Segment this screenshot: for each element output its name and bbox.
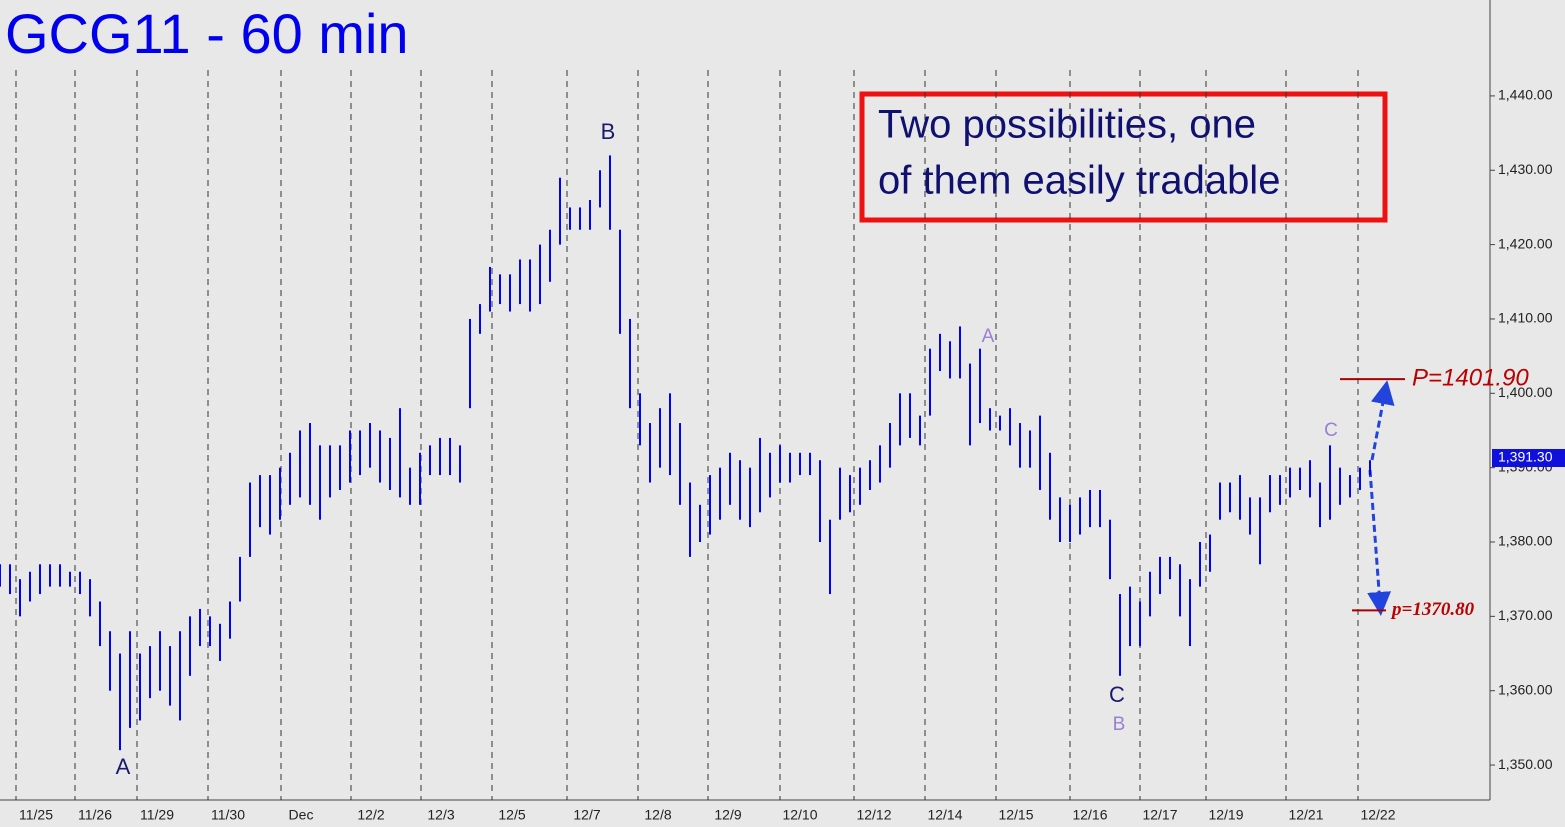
x-tick-label: 11/26 xyxy=(78,807,112,823)
x-tick-label: 12/15 xyxy=(998,807,1033,823)
x-tick-label: 11/29 xyxy=(140,807,174,823)
chart-title: GCG11 - 60 min xyxy=(5,2,409,65)
last-price-box xyxy=(1492,448,1565,467)
x-tick-label: 12/8 xyxy=(644,807,671,823)
x-tick-label: 12/14 xyxy=(927,807,962,823)
wave-label: A xyxy=(982,326,995,347)
y-tick-label: 1,420.00 xyxy=(1498,235,1553,251)
x-tick-label: 12/2 xyxy=(357,807,384,823)
wave-label: C xyxy=(1324,420,1338,441)
x-tick-label: 12/19 xyxy=(1208,807,1243,823)
note-text: Two possibilities, one xyxy=(878,103,1256,147)
note-text: of them easily tradable xyxy=(878,159,1280,203)
x-tick-label: 12/7 xyxy=(573,807,600,823)
y-tick-label: 1,370.00 xyxy=(1498,607,1553,623)
y-tick-label: 1,440.00 xyxy=(1498,87,1553,103)
target-label: p=1370.80 xyxy=(1390,599,1475,620)
last-price-label: 1,391.30 xyxy=(1498,449,1553,465)
wave-label: B xyxy=(1113,714,1126,735)
x-tick-label: 12/5 xyxy=(498,807,525,823)
x-tick-label: 12/9 xyxy=(714,807,741,823)
y-tick-label: 1,350.00 xyxy=(1498,756,1553,772)
x-tick-label: 12/12 xyxy=(856,807,891,823)
x-tick-label: Dec xyxy=(289,807,314,823)
x-tick-label: 11/30 xyxy=(211,807,245,823)
y-tick-label: 1,380.00 xyxy=(1498,533,1553,549)
note-box xyxy=(859,91,1388,223)
x-tick-label: 12/21 xyxy=(1288,807,1323,823)
x-tick-label: 12/22 xyxy=(1360,807,1395,823)
x-tick-label: 12/3 xyxy=(427,807,454,823)
y-tick-label: 1,410.00 xyxy=(1498,310,1553,326)
arrow xyxy=(1370,380,1395,461)
y-tick-label: 1,400.00 xyxy=(1498,384,1553,400)
y-tick-label: 1,360.00 xyxy=(1498,681,1553,697)
x-tick-label: 12/16 xyxy=(1072,807,1107,823)
wave-label: B xyxy=(601,119,616,144)
wave-label: C xyxy=(1109,682,1125,707)
x-tick-label: 12/17 xyxy=(1142,807,1177,823)
x-tick-label: 12/10 xyxy=(782,807,817,823)
x-tick-label: 11/25 xyxy=(19,807,53,823)
wave-label: A xyxy=(116,754,131,779)
target-label: P=1401.90 xyxy=(1412,365,1529,392)
arrow xyxy=(1367,469,1392,616)
y-tick-label: 1,430.00 xyxy=(1498,161,1553,177)
